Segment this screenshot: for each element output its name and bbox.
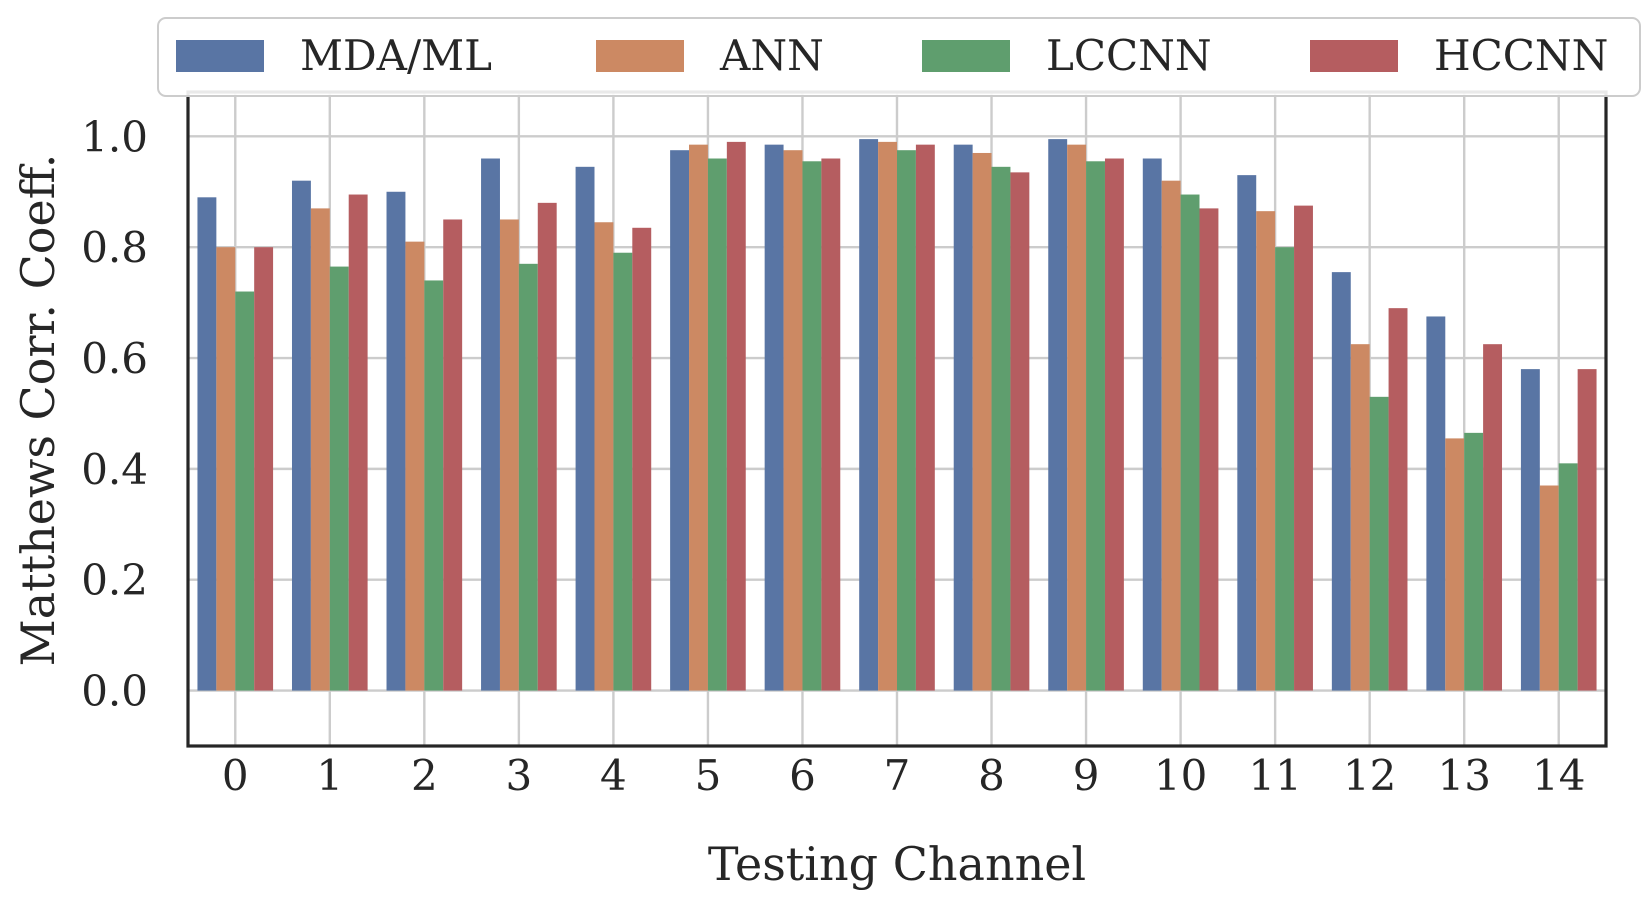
bar-ann-ch0 [216, 247, 236, 691]
bar-hccnn-ch6 [821, 158, 841, 691]
x-axis-label: Testing Channel [708, 837, 1086, 891]
bar-lccnn-ch3 [518, 263, 538, 691]
legend-swatch [596, 40, 684, 72]
bar-lccnn-ch14 [1558, 463, 1578, 691]
y-tick-label: 0.0 [81, 667, 148, 716]
x-tick-label: 5 [695, 751, 722, 800]
x-tick-label: 14 [1532, 751, 1585, 800]
bar-mda-ml-ch2 [386, 191, 406, 691]
bar-ann-ch2 [405, 241, 425, 691]
bar-hccnn-ch12 [1388, 308, 1408, 691]
legend-label: ANN [719, 31, 824, 80]
bar-hccnn-ch8 [1010, 172, 1030, 691]
legend-swatch [176, 40, 264, 72]
bar-ann-ch10 [1161, 180, 1181, 691]
legend: MDA/ML ANN LCCNN HCCNN [157, 17, 1641, 97]
bar-lccnn-ch13 [1464, 432, 1484, 691]
x-tick-label: 2 [411, 751, 438, 800]
bar-mda-ml-ch0 [197, 197, 217, 691]
bar-ann-ch3 [499, 219, 519, 691]
x-tick-label: 1 [316, 751, 343, 800]
legend-swatch [1310, 40, 1398, 72]
bar-lccnn-ch10 [1180, 194, 1200, 691]
y-tick-label: 0.6 [81, 334, 148, 383]
legend-label: LCCNN [1046, 31, 1212, 80]
bar-mda-ml-ch4 [575, 166, 595, 691]
bar-lccnn-ch9 [1086, 161, 1105, 691]
bar-mda-ml-ch7 [859, 139, 879, 691]
bar-ann-ch1 [310, 208, 330, 691]
legend-frame [157, 17, 1641, 97]
x-tick-label: 6 [789, 751, 816, 800]
bar-hccnn-ch5 [726, 141, 746, 691]
x-tick-label: 8 [978, 751, 1005, 800]
bar-lccnn-ch11 [1275, 247, 1295, 691]
bar-mda-ml-ch10 [1142, 158, 1162, 691]
bar-ann-ch11 [1256, 211, 1276, 691]
bar-mda-ml-ch5 [670, 150, 690, 691]
bar-hccnn-ch11 [1294, 205, 1313, 691]
bar-lccnn-ch0 [235, 291, 255, 691]
bar-mda-ml-ch13 [1426, 316, 1446, 691]
bar-hccnn-ch13 [1483, 344, 1503, 691]
y-axis-label: Matthews Corr. Coeff. [11, 154, 65, 667]
legend-items: MDA/ML ANN LCCNN HCCNN [176, 31, 1608, 80]
y-tick-label: 1.0 [81, 112, 148, 161]
bar-hccnn-ch3 [537, 202, 557, 691]
bar-lccnn-ch7 [897, 150, 916, 691]
bar-mda-ml-ch11 [1237, 175, 1257, 691]
bar-mda-ml-ch6 [764, 144, 784, 691]
bar-lccnn-ch12 [1369, 396, 1389, 691]
bar-mda-ml-ch12 [1331, 272, 1351, 691]
x-tick-label: 4 [600, 751, 627, 800]
bar-hccnn-ch1 [348, 194, 368, 691]
bar-hccnn-ch4 [632, 227, 652, 691]
bar-mda-ml-ch8 [953, 144, 973, 691]
bar-hccnn-ch2 [443, 219, 463, 691]
x-tick-label: 0 [222, 751, 249, 800]
x-tick-label: 7 [884, 751, 911, 800]
x-tick-label: 9 [1073, 751, 1100, 800]
y-tick-labels: 0.0 0.2 0.4 0.6 0.8 1.0 [81, 112, 148, 715]
bar-mda-ml-ch9 [1048, 139, 1068, 691]
x-tick-labels: 0 1 2 3 4 5 6 7 8 9 10 11 12 13 14 [222, 751, 1586, 800]
bar-mda-ml-ch1 [291, 180, 311, 691]
bar-ann-ch7 [878, 141, 897, 691]
x-tick-label: 10 [1154, 751, 1207, 800]
bar-hccnn-ch0 [254, 247, 274, 691]
bar-ann-ch9 [1067, 144, 1087, 691]
bar-lccnn-ch6 [802, 161, 822, 691]
bars-layer [197, 139, 1597, 691]
bar-lccnn-ch2 [424, 280, 444, 691]
x-tick-label: 12 [1343, 751, 1396, 800]
bar-hccnn-ch9 [1104, 158, 1124, 691]
bar-ann-ch14 [1539, 485, 1559, 691]
legend-swatch [922, 40, 1010, 72]
bar-ann-ch5 [689, 144, 708, 691]
bar-lccnn-ch4 [613, 252, 633, 691]
bar-lccnn-ch1 [329, 266, 349, 691]
legend-label: HCCNN [1434, 31, 1608, 80]
bar-lccnn-ch8 [991, 166, 1011, 691]
bar-ann-ch4 [594, 222, 614, 691]
bar-hccnn-ch10 [1199, 208, 1219, 691]
x-tick-label: 11 [1248, 751, 1301, 800]
x-tick-label: 3 [505, 751, 532, 800]
bar-ann-ch8 [972, 152, 992, 691]
y-tick-label: 0.8 [81, 223, 148, 272]
bar-mda-ml-ch14 [1520, 369, 1540, 691]
bar-ann-ch6 [783, 150, 803, 691]
y-tick-label: 0.2 [81, 556, 148, 605]
bar-ann-ch13 [1445, 438, 1465, 691]
bar-hccnn-ch7 [915, 144, 935, 691]
bar-hccnn-ch14 [1577, 369, 1597, 691]
bar-lccnn-ch5 [707, 158, 727, 691]
bar-ann-ch12 [1350, 344, 1370, 691]
x-tick-label: 13 [1437, 751, 1490, 800]
y-tick-label: 0.4 [81, 445, 148, 494]
bar-mda-ml-ch3 [481, 158, 500, 691]
legend-label: MDA/ML [300, 31, 492, 80]
